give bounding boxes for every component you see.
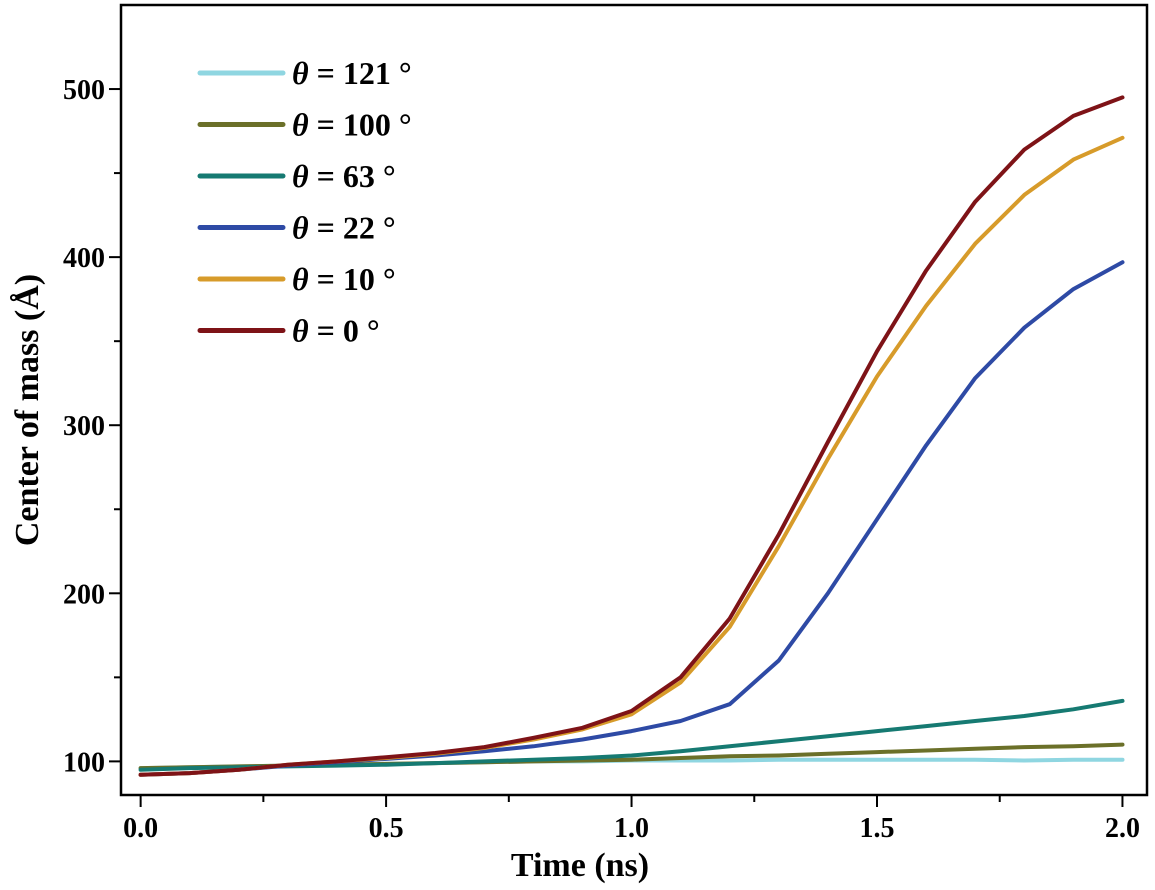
legend-label-text: = 22 °: [309, 210, 396, 246]
legend-label-text: = 10 °: [309, 261, 396, 297]
legend-theta-symbol: θ: [292, 158, 309, 194]
x-tick-label-2: 1.0: [614, 813, 649, 844]
legend-label-text: = 100 °: [309, 107, 412, 143]
legend-label-text: = 63 °: [309, 158, 396, 194]
legend-label-text: = 121 °: [309, 55, 412, 91]
y-tick-label-4: 500: [63, 75, 105, 106]
y-tick-label-3: 400: [63, 243, 105, 274]
plot-border: [119, 3, 1149, 797]
legend-label-2: θ = 63 °: [292, 158, 396, 194]
axes: 0.0 0.5 1.0 1.5 2.0 100 200 300 400 500: [63, 75, 1140, 844]
series-line-3: [138, 260, 1125, 777]
legend-label-5: θ = 0 °: [292, 313, 380, 349]
series-line-5: [138, 95, 1125, 777]
legend-label-4: θ = 10 °: [292, 261, 396, 297]
plot-area: [119, 3, 1149, 797]
y-tick-label-2: 300: [63, 411, 105, 442]
x-tick-label-4: 2.0: [1105, 813, 1140, 844]
x-axis-title: Time (ns): [511, 847, 649, 884]
legend-label-text: = 0 °: [309, 313, 380, 349]
legend-theta-symbol: θ: [292, 107, 309, 143]
legend-label-0: θ = 121 °: [292, 55, 412, 91]
legend-theta-symbol: θ: [292, 210, 309, 246]
legend-label-3: θ = 22 °: [292, 210, 396, 246]
legend-label-1: θ = 100 °: [292, 107, 412, 143]
legend-theta-symbol: θ: [292, 261, 309, 297]
series-lines: [138, 95, 1125, 777]
x-tick-label-3: 1.5: [860, 813, 895, 844]
legend-theta-symbol: θ: [292, 313, 309, 349]
x-tick-label-1: 0.5: [369, 813, 404, 844]
y-tick-label-1: 200: [63, 579, 105, 610]
legend-theta-symbol: θ: [292, 55, 309, 91]
y-tick-label-0: 100: [63, 747, 105, 778]
y-axis-title: Center of mass (Å): [9, 274, 46, 546]
x-tick-label-0: 0.0: [123, 813, 158, 844]
series-line-4: [138, 135, 1125, 777]
legend: θ = 121 °θ = 100 °θ = 63 °θ = 22 °θ = 10…: [197, 55, 412, 349]
